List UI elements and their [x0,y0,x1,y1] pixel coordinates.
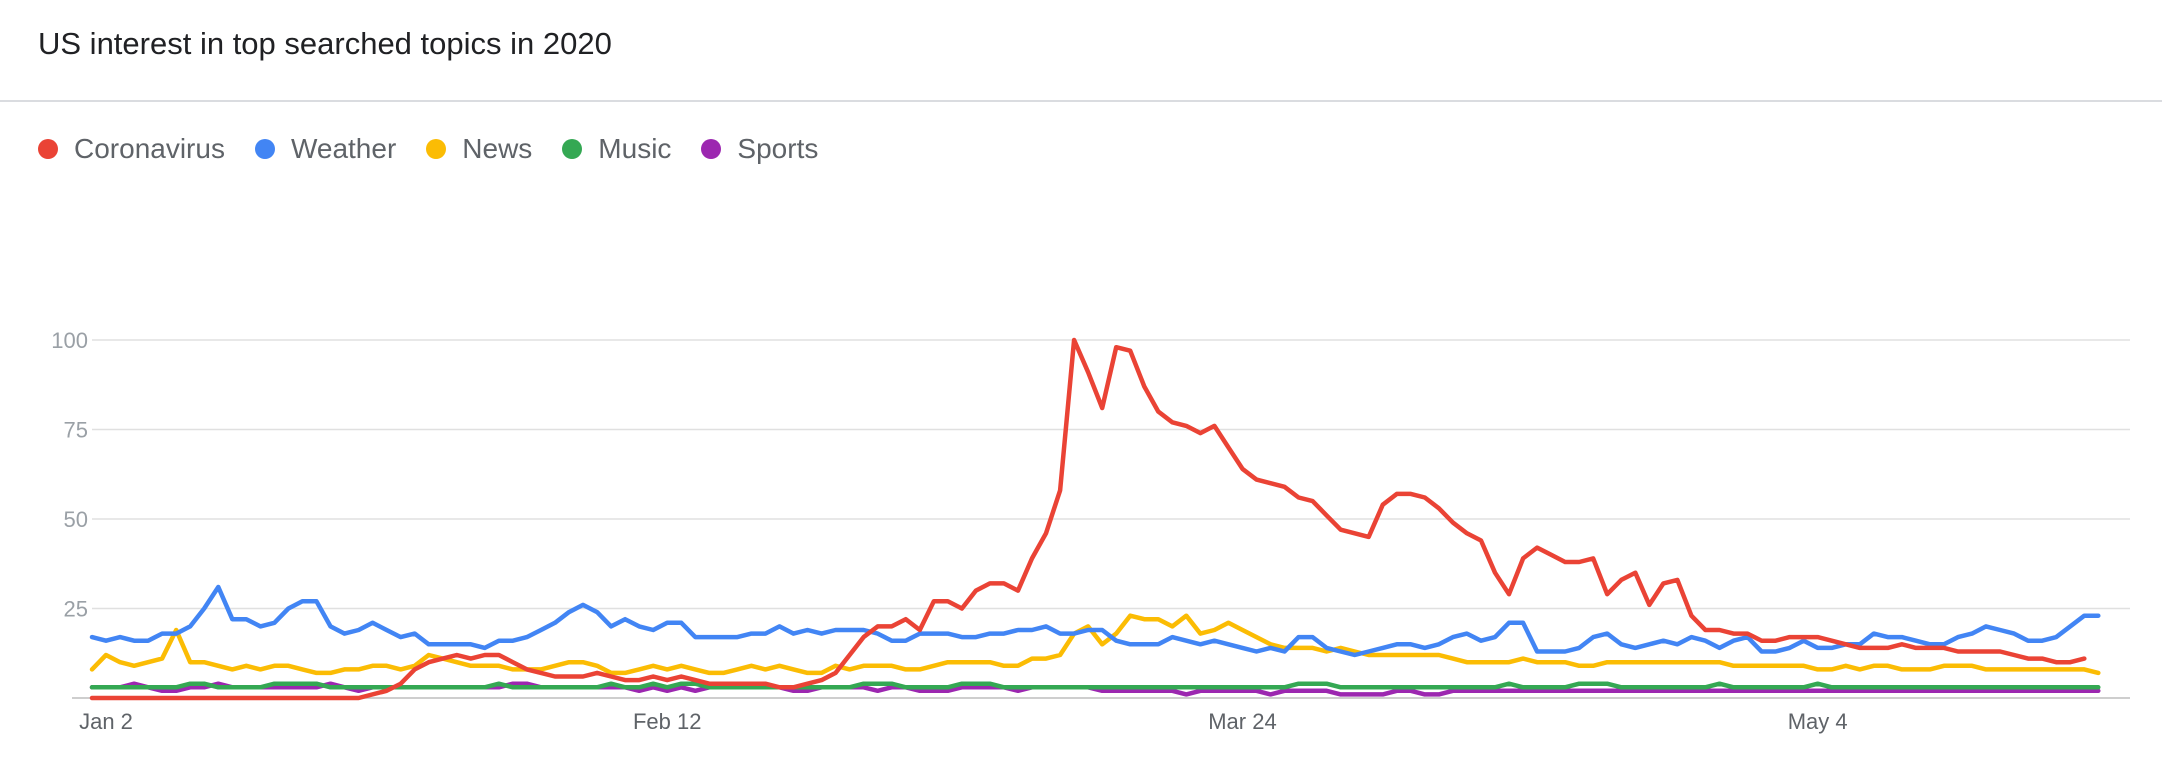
legend-swatch [254,139,275,159]
y-tick-label: 50 [64,507,88,532]
legend-item-coronavirus[interactable]: Coronavirus [38,133,225,165]
x-tick-label: Feb 12 [633,709,702,734]
chart-header: US interest in top searched topics in 20… [0,0,2162,102]
series-line-coronavirus[interactable] [89,337,2087,701]
series-line-news[interactable] [89,613,2101,676]
legend-swatch [426,139,447,159]
chart-title: US interest in top searched topics in 20… [38,26,612,61]
series-line-weather[interactable] [89,584,2101,658]
legend-item-news[interactable]: News [426,133,532,165]
legend-swatch [562,139,583,159]
legend-item-sports[interactable]: Sports [701,133,818,165]
x-tick-label: Mar 24 [1208,709,1276,734]
legend-label: Sports [737,133,819,164]
legend-label: Weather [290,133,397,164]
y-axis-ticks: 25 50 75 100 [51,328,88,622]
legend-swatch [38,139,58,159]
y-tick-label: 100 [51,328,88,353]
series-lines [89,337,2101,701]
legend-item-weather[interactable]: Weather [254,133,397,165]
x-tick-label: Jan 2 [79,709,133,734]
x-tick-label: May 4 [1788,709,1848,734]
legend-label: Coronavirus [74,133,225,164]
gridlines [72,339,2130,699]
series-line-music[interactable] [89,681,2101,690]
y-tick-label: 75 [64,418,88,443]
legend-label: News [462,133,533,164]
y-tick-label: 25 [64,597,88,622]
legend-item-music[interactable]: Music [562,133,671,165]
legend-label: Music [598,133,672,164]
x-axis-ticks: Jan 2 Feb 12 Mar 24 May 4 [79,709,1848,734]
legend-swatch [701,139,722,159]
chart-legend: Coronavirus Weather News Music Sports [38,133,848,165]
